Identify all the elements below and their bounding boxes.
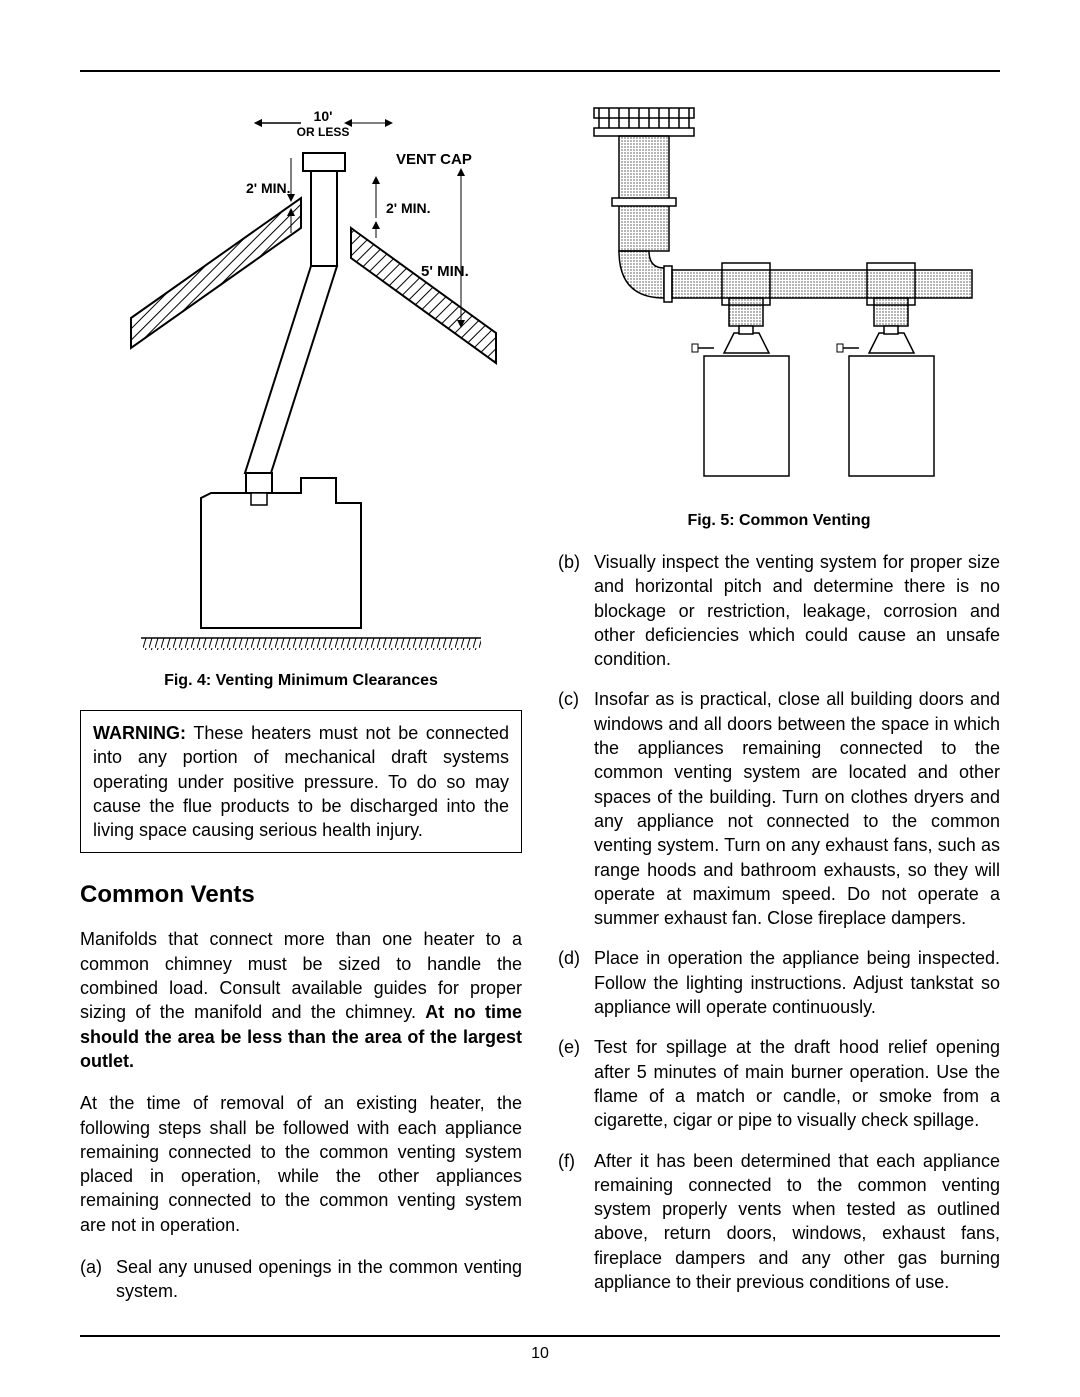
ten-label-bot: OR LESS — [297, 125, 350, 139]
item-c: (c) Insofar as is practical, close all b… — [558, 687, 1000, 930]
ventcap-label: VENT CAP — [396, 151, 472, 168]
item-f-marker: (f) — [558, 1149, 594, 1295]
item-a-marker: (a) — [80, 1255, 116, 1304]
two-column-layout: 10' OR LESS VENT CAP 2' MIN. 2' MIN. 5' … — [80, 98, 1000, 1320]
item-e-marker: (e) — [558, 1035, 594, 1132]
bottom-rule — [80, 1335, 1000, 1337]
fig4-caption: Fig. 4: Venting Minimum Clearances — [80, 672, 522, 690]
fig5-area — [558, 98, 1000, 498]
item-d-marker: (d) — [558, 946, 594, 1019]
item-a-body: Seal any unused openings in the common v… — [116, 1255, 522, 1304]
item-e: (e) Test for spillage at the draft hood … — [558, 1035, 1000, 1132]
item-c-body: Insofar as is practical, close all build… — [594, 687, 1000, 930]
item-e-body: Test for spillage at the draft hood reli… — [594, 1035, 1000, 1132]
item-f: (f) After it has been determined that ea… — [558, 1149, 1000, 1295]
item-d: (d) Place in operation the appliance bei… — [558, 946, 1000, 1019]
item-f-body: After it has been determined that each a… — [594, 1149, 1000, 1295]
warning-box: WARNING: These heaters must not be conne… — [80, 710, 522, 853]
fig5-svg — [564, 98, 994, 498]
item-c-marker: (c) — [558, 687, 594, 930]
warning-prefix: WARNING: — [93, 723, 186, 743]
right-column: Fig. 5: Common Venting (b) Visually insp… — [558, 98, 1000, 1320]
item-a: (a) Seal any unused openings in the comm… — [80, 1255, 522, 1304]
item-d-body: Place in operation the appliance being i… — [594, 946, 1000, 1019]
common-vents-heading: Common Vents — [80, 881, 522, 909]
para-removal: At the time of removal of an existing he… — [80, 1091, 522, 1237]
two-min-right: 2' MIN. — [386, 200, 431, 216]
para-manifolds: Manifolds that connect more than one hea… — [80, 927, 522, 1073]
five-min: 5' MIN. — [421, 263, 469, 280]
two-min-left: 2' MIN. — [246, 180, 291, 196]
fig4-svg: 10' OR LESS VENT CAP 2' MIN. 2' MIN. 5' … — [101, 98, 501, 658]
ten-label-top: 10' — [314, 108, 333, 124]
item-b-marker: (b) — [558, 550, 594, 671]
item-b: (b) Visually inspect the venting system … — [558, 550, 1000, 671]
fig4-area: 10' OR LESS VENT CAP 2' MIN. 2' MIN. 5' … — [80, 98, 522, 658]
top-rule — [80, 70, 1000, 72]
fig5-caption: Fig. 5: Common Venting — [558, 512, 1000, 530]
left-column: 10' OR LESS VENT CAP 2' MIN. 2' MIN. 5' … — [80, 98, 522, 1320]
page-number: 10 — [0, 1345, 1080, 1363]
item-b-body: Visually inspect the venting system for … — [594, 550, 1000, 671]
